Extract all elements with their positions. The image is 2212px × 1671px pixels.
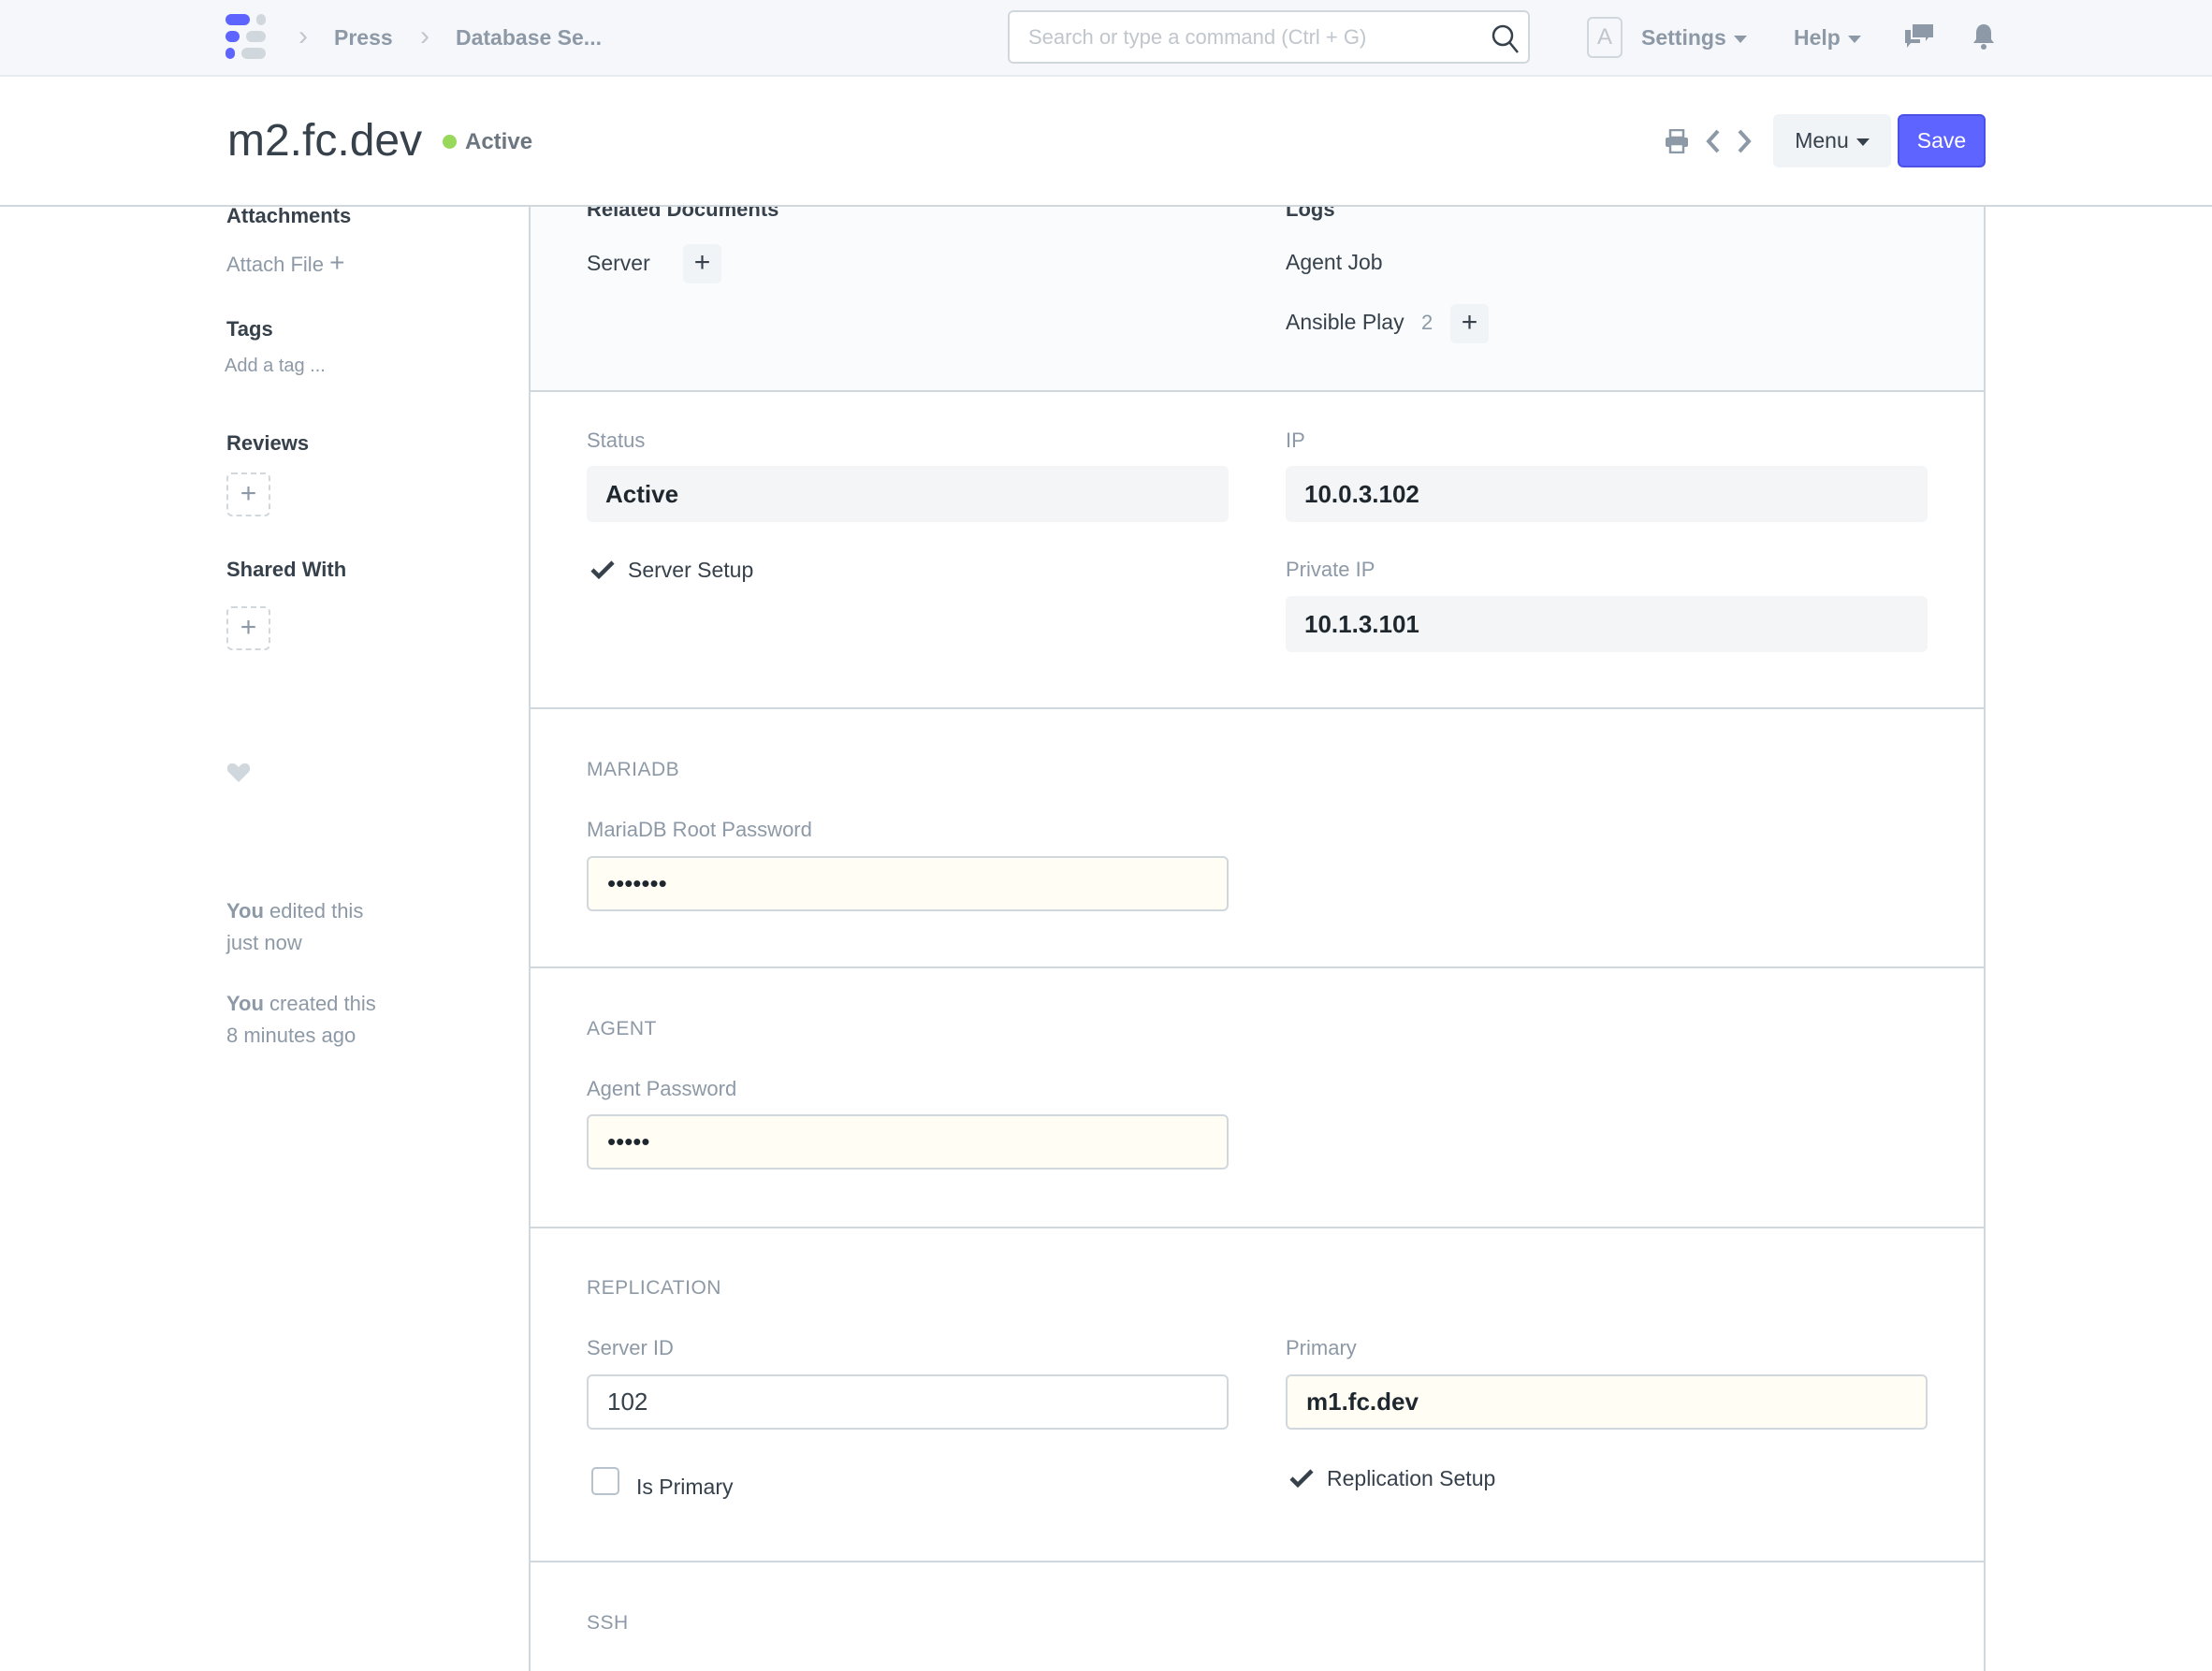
server-id-input[interactable]: 102: [587, 1374, 1229, 1430]
activity-action: edited this: [263, 899, 364, 923]
activity-time: just now: [226, 931, 302, 954]
breadcrumb-chevron-icon: ›: [420, 21, 429, 51]
search-input[interactable]: Search or type a command (Ctrl + G): [1008, 10, 1530, 64]
checkmark-icon: [590, 560, 615, 580]
add-share-button[interactable]: +: [226, 606, 270, 650]
private-ip-label: Private IP: [1286, 558, 1375, 581]
status-dot-icon: [443, 135, 457, 149]
activity-item: You created this 8 minutes ago: [226, 988, 376, 1052]
ip-field: 10.0.3.102: [1286, 466, 1928, 522]
checkmark-icon: [1289, 1469, 1314, 1489]
status-field: Active: [587, 466, 1229, 522]
settings-dropdown[interactable]: Settings: [1641, 25, 1747, 51]
notification-bell-icon[interactable]: [1972, 22, 1995, 51]
mariadb-root-password-label: MariaDB Root Password: [587, 818, 812, 841]
connections-section: Related Documents Logs: [531, 207, 1984, 391]
previous-icon[interactable]: [1705, 129, 1722, 153]
save-button[interactable]: Save: [1898, 114, 1986, 167]
menu-button[interactable]: Menu: [1773, 114, 1891, 167]
mariadb-section-heading: MARIADB: [587, 759, 680, 780]
add-server-button[interactable]: +: [683, 244, 721, 283]
activity-item: You edited this just now: [226, 895, 363, 959]
avatar[interactable]: A: [1587, 17, 1623, 58]
caret-down-icon: [1733, 35, 1747, 43]
add-tag-input[interactable]: Add a tag ...: [225, 356, 326, 376]
is-primary-label: Is Primary: [636, 1475, 734, 1499]
shared-with-heading: Shared With: [226, 558, 347, 581]
activity-user: You: [226, 899, 264, 923]
help-dropdown[interactable]: Help: [1794, 25, 1861, 51]
agent-section-heading: AGENT: [587, 1018, 657, 1039]
search-icon[interactable]: [1492, 24, 1520, 54]
chat-icon[interactable]: [1905, 24, 1935, 51]
form-panel: [529, 206, 1986, 1671]
status-badge: Active: [465, 129, 533, 154]
menu-label: Menu: [1795, 128, 1849, 153]
reviews-heading: Reviews: [226, 431, 310, 455]
activity-user: You: [226, 992, 264, 1015]
is-primary-checkbox[interactable]: [591, 1467, 619, 1495]
status-label: Status: [587, 429, 646, 452]
next-icon[interactable]: [1736, 129, 1753, 153]
agent-password-label: Agent Password: [587, 1077, 737, 1100]
add-ansible-play-button[interactable]: +: [1450, 304, 1489, 343]
activity-time: 8 minutes ago: [226, 1024, 357, 1047]
server-link[interactable]: Server: [587, 251, 650, 275]
ip-label: IP: [1286, 429, 1305, 452]
server-setup-label: Server Setup: [628, 558, 754, 582]
settings-label: Settings: [1641, 25, 1726, 50]
breadcrumb-database-server[interactable]: Database Se...: [456, 25, 602, 50]
plus-icon: +: [329, 248, 345, 277]
breadcrumb-press[interactable]: Press: [334, 25, 393, 50]
help-label: Help: [1794, 25, 1841, 50]
caret-down-icon: [1847, 35, 1861, 43]
section-divider: [529, 707, 1986, 709]
like-heart-icon[interactable]: [226, 763, 251, 783]
private-ip-field: 10.1.3.101: [1286, 596, 1928, 652]
attach-file-label: Attach File: [226, 253, 324, 276]
caret-down-icon: [1855, 138, 1870, 146]
agent-password-input[interactable]: •••••: [587, 1114, 1229, 1170]
ssh-section-heading: SSH: [587, 1612, 629, 1634]
add-review-button[interactable]: +: [226, 472, 270, 516]
attachments-heading: Attachments: [226, 204, 352, 227]
section-divider: [529, 966, 1986, 968]
server-id-label: Server ID: [587, 1336, 674, 1359]
primary-input[interactable]: m1.fc.dev: [1286, 1374, 1928, 1430]
mariadb-root-password-input[interactable]: •••••••: [587, 856, 1229, 911]
section-divider: [529, 1227, 1986, 1228]
print-icon[interactable]: [1665, 129, 1689, 153]
breadcrumb-chevron-icon: ›: [298, 21, 308, 51]
attach-file-link[interactable]: Attach File +: [226, 248, 344, 278]
ansible-play-count: 2: [1421, 311, 1433, 334]
replication-setup-label: Replication Setup: [1327, 1466, 1496, 1490]
agent-job-link[interactable]: Agent Job: [1286, 250, 1383, 274]
ansible-play-link[interactable]: Ansible Play: [1286, 310, 1404, 334]
divider: [0, 205, 2212, 207]
related-documents-heading: Related Documents: [587, 207, 779, 221]
tags-heading: Tags: [226, 317, 273, 341]
section-divider: [529, 390, 1986, 392]
app-logo-icon[interactable]: [226, 14, 272, 61]
logs-heading: Logs: [1286, 207, 1335, 221]
replication-section-heading: REPLICATION: [587, 1277, 721, 1299]
activity-action: created this: [263, 992, 376, 1015]
primary-label: Primary: [1286, 1336, 1357, 1359]
section-divider: [529, 1561, 1986, 1562]
page-title: m2.fc.dev: [227, 116, 423, 166]
